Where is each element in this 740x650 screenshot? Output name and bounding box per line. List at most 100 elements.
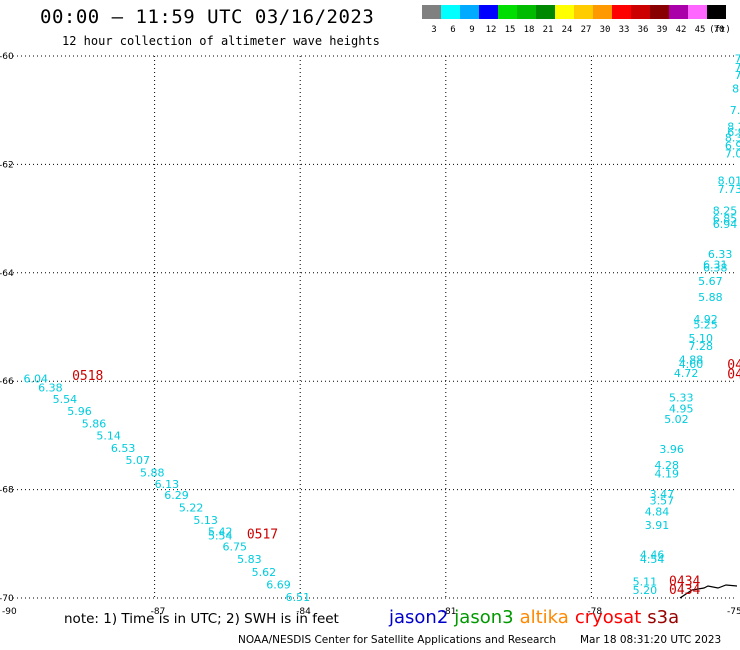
legend-swatch [517, 5, 536, 19]
legend-swatch [707, 5, 726, 19]
satellite-name: cryosat [574, 607, 642, 628]
swh-value: 5.54 [208, 530, 233, 543]
swh-value: 7.28 [688, 340, 713, 353]
swh-value: 6.94 [713, 218, 738, 231]
swh-value: 3.57 [650, 494, 675, 507]
generation-timestamp: Mar 18 08:31:20 UTC 2023 [580, 634, 722, 646]
swh-value: 5.83 [237, 553, 262, 566]
swh-value: 5.33 [669, 391, 694, 404]
swh-value: 4.28 [654, 459, 679, 472]
swh-value: 5.88 [140, 466, 165, 479]
legend-label: 18 [523, 25, 535, 35]
swh-value: 7 [735, 61, 740, 74]
x-tick-label: -84 [296, 607, 311, 617]
swh-value: 5.67 [698, 275, 723, 288]
swh-value: 4.95 [669, 402, 694, 415]
legend-label: 70 [713, 25, 725, 35]
swh-value: 4.84 [645, 505, 670, 518]
swh-value: 4.88 [679, 354, 704, 367]
x-tick-label: -87 [151, 607, 166, 617]
legend-label: 30 [599, 25, 611, 35]
swh-value: 6.69 [266, 578, 291, 591]
legend-label: 39 [656, 25, 668, 35]
footer-note: note: 1) Time is in UTC; 2) SWH is in fe… [64, 611, 339, 627]
swh-value: 6.9 [725, 139, 740, 152]
y-tick-label: -66 [0, 377, 14, 387]
legend-label: 45 [694, 25, 706, 35]
legend-swatch [536, 5, 555, 19]
legend-label: 12 [485, 25, 497, 35]
swh-value: 5.62 [252, 566, 277, 579]
pass-time-label: 0433 [727, 358, 740, 373]
legend-label: 21 [542, 25, 554, 35]
swh-value: 7 [735, 69, 740, 82]
chart-title: 00:00 – 11:59 UTC 03/16/2023 [40, 6, 375, 28]
satellite-name: altika [519, 607, 569, 628]
y-tick-label: -68 [0, 486, 14, 496]
legend-unit: (ft) [709, 25, 731, 35]
legend-swatch [479, 5, 498, 19]
legend-swatch [631, 5, 650, 19]
satellite-name: jason2 [389, 607, 449, 628]
pass-time-label: 0433 [727, 368, 740, 383]
credit-line: NOAA/NESDIS Center for Satellite Applica… [238, 634, 556, 646]
swh-value: 6.53 [111, 442, 136, 455]
x-tick-label: -90 [2, 607, 17, 617]
legend-label: 3 [431, 25, 437, 35]
swh-value: 6.38 [703, 261, 728, 274]
swh-value: 6.13 [155, 478, 180, 491]
legend-label: 42 [675, 25, 687, 35]
legend-swatch [612, 5, 631, 19]
pass-time-label: 0434 [669, 575, 700, 590]
swh-value: 6.29 [164, 489, 189, 502]
swh-value: 8. [732, 83, 740, 96]
swh-value: 3.47 [650, 488, 675, 501]
pass-time-label: 0518 [72, 369, 103, 384]
swh-value: 6.75 [223, 541, 248, 554]
legend-swatch [574, 5, 593, 19]
x-tick-label: -78 [587, 607, 602, 617]
x-tick-label: -81 [442, 607, 457, 617]
legend-label: 33 [618, 25, 630, 35]
swh-value: 4.92 [693, 313, 718, 326]
swh-value: 4.60 [679, 358, 704, 371]
swh-value: 5.02 [664, 413, 689, 426]
swh-value: 4.46 [640, 549, 665, 562]
swh-value: 5.11 [633, 576, 658, 589]
coastline [679, 584, 738, 599]
y-tick-label: -64 [0, 269, 14, 279]
swh-value: 6.04 [24, 372, 48, 385]
legend-swatch [669, 5, 688, 19]
swh-value: 7.0 [730, 104, 740, 117]
swh-value: 3.91 [645, 519, 670, 532]
swh-value: 5.10 [688, 332, 713, 345]
x-tick-label: -75 [727, 607, 740, 617]
chart-subtitle: 12 hour collection of altimeter wave hei… [62, 34, 380, 48]
swh-value: 5.22 [179, 501, 204, 514]
satellite-name: s3a [647, 607, 680, 628]
swh-value: 7.00 [725, 148, 740, 161]
legend-swatch [593, 5, 612, 19]
legend-label: 36 [637, 25, 649, 35]
legend-swatch [460, 5, 479, 19]
swh-value: 5.88 [698, 291, 723, 304]
legend-swatch [441, 5, 460, 19]
swh-value: 5.96 [67, 405, 92, 418]
legend-label: 27 [580, 25, 592, 35]
swh-value: 6.85 [713, 213, 738, 226]
swh-value: 7 [735, 53, 740, 66]
swh-value: 5.42 [208, 525, 233, 538]
y-tick-label: -60 [0, 52, 14, 62]
satellite-name: jason3 [454, 607, 514, 628]
swh-value: 5.20 [633, 584, 658, 597]
swh-value: 5.13 [193, 514, 218, 527]
swh-value: 5.07 [125, 454, 150, 467]
swh-value: 8.3 [725, 131, 740, 144]
y-tick-label: -62 [0, 160, 14, 170]
legend-label: 9 [469, 25, 475, 35]
swh-value: 8.01 [718, 175, 740, 188]
swh-value: 5.14 [96, 429, 121, 442]
y-tick-label: -70 [0, 594, 14, 604]
swh-value: 6.51 [286, 591, 311, 604]
